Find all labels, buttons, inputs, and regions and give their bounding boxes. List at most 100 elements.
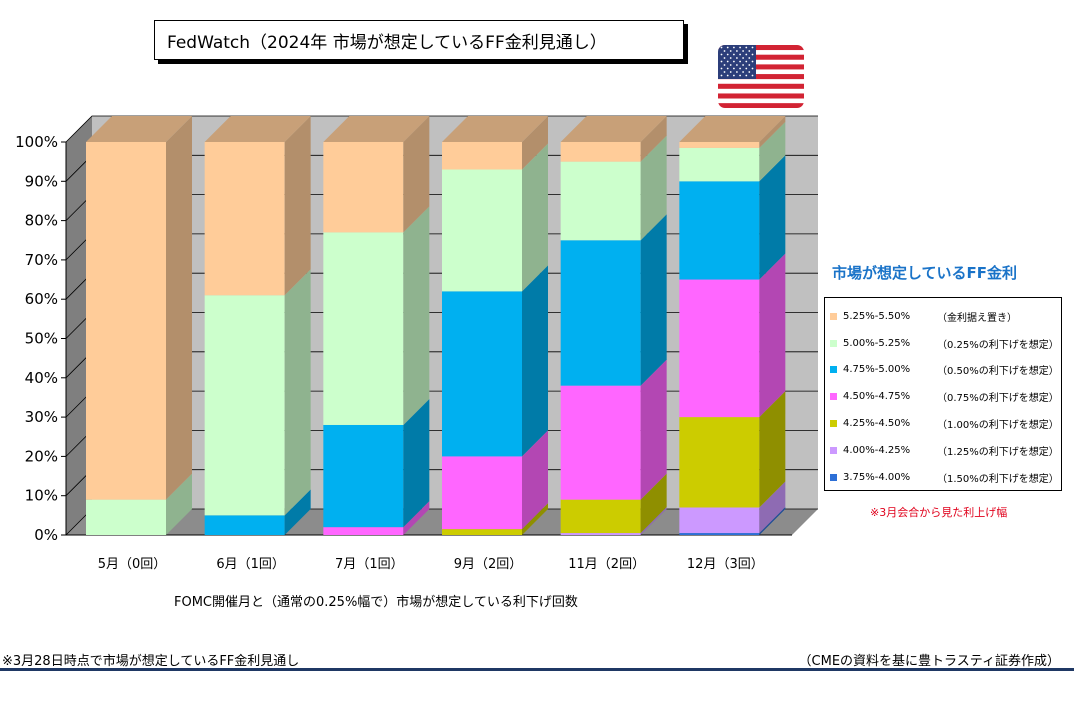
- legend-label: 4.25%-4.50%: [843, 418, 911, 430]
- y-tick-label: 20%: [25, 447, 58, 465]
- bar-segment: [679, 279, 760, 418]
- bar-segment: [560, 533, 641, 535]
- bar-segment-side: [522, 503, 548, 535]
- bar-segment-side: [522, 143, 548, 292]
- bar-segment: [679, 417, 760, 508]
- y-tick-label: 10%: [25, 487, 58, 505]
- bar-segment: [560, 161, 641, 241]
- bar-segment: [679, 147, 760, 182]
- y-tick-label: 40%: [25, 369, 58, 387]
- bar-stack: [442, 116, 548, 535]
- bar-segment: [560, 499, 641, 534]
- y-tick-label: 50%: [25, 330, 58, 348]
- bar-segment-side: [403, 398, 430, 528]
- bar-top-face: [86, 116, 192, 142]
- legend-item: 5.00%-5.25% （0.25%の利下げを想定）: [825, 330, 1061, 357]
- x-category-label: 7月（1回）: [335, 557, 404, 572]
- x-category-label: 12月（3回）: [687, 557, 764, 572]
- legend-item: 4.75%-5.00% （0.50%の利下げを想定）: [825, 357, 1061, 384]
- bar-segment: [442, 456, 522, 530]
- chart-title: FedWatch（2024年 市場が想定しているFF金利見通し）: [154, 20, 684, 60]
- legend-label: 4.50%-4.75%: [843, 391, 911, 403]
- legend-label: 5.00%-5.25%: [843, 337, 911, 349]
- bar-segment-side: [759, 391, 786, 508]
- bar-segment: [323, 232, 404, 425]
- legend-swatch: [830, 366, 837, 374]
- legend-swatch: [830, 312, 837, 320]
- bar-segment: [323, 424, 404, 528]
- bar-segment-side: [640, 359, 667, 500]
- bar-segment-side: [284, 269, 311, 516]
- legend-note: （0.25%の利下げを想定）: [937, 339, 1059, 351]
- legend-label: 4.00%-4.25%: [843, 444, 911, 456]
- bar-segment: [560, 385, 641, 500]
- gridline: [65, 115, 818, 143]
- bar-segment: [679, 142, 760, 148]
- bar-top-face: [679, 116, 786, 142]
- legend-swatch: [830, 446, 837, 454]
- legend-label: 4.75%-5.00%: [843, 364, 911, 376]
- legend-title: 市場が想定しているFF金利: [832, 264, 1018, 282]
- bar-top-face: [560, 116, 667, 142]
- x-axis-title: FOMC開催月と（通常の0.25%幅で）市場が想定している利下げ回数: [174, 595, 578, 610]
- bar-segment-side: [403, 206, 430, 425]
- legend-swatch: [830, 420, 837, 428]
- bar-segment: [679, 533, 760, 535]
- legend-note: （1.25%の利下げを想定）: [937, 446, 1059, 458]
- x-category-label: 11月（2回）: [568, 557, 645, 572]
- bar-segment: [204, 295, 285, 516]
- legend-note: （0.75%の利下げを想定）: [937, 393, 1059, 405]
- us-flag-icon: [718, 45, 804, 108]
- bar-segment-side: [640, 135, 667, 241]
- bar-stack: [323, 116, 430, 535]
- legend-note: （金利据え置き）: [937, 312, 1017, 324]
- rate-note: ※3月会合から見た利上げ幅: [870, 506, 1008, 519]
- bar-segment: [442, 529, 522, 535]
- bar-segment-side: [284, 489, 311, 535]
- legend-swatch: [830, 393, 837, 401]
- y-tick-label: 80%: [25, 212, 58, 230]
- legend-item: 4.25%-4.50% （1.00%の利下げを想定）: [825, 410, 1061, 437]
- bar-segment-side: [759, 116, 786, 148]
- y-tick-label: 30%: [25, 408, 58, 426]
- legend-item: 5.25%-5.50% （金利据え置き）: [825, 303, 1061, 330]
- bar-segment-side: [759, 155, 786, 280]
- bar-segment: [442, 291, 522, 457]
- bar-stack: [86, 116, 192, 535]
- legend-note: （1.00%の利下げを想定）: [937, 420, 1059, 432]
- legend-note: （0.50%の利下げを想定）: [937, 366, 1059, 378]
- x-category-label: 5月（0回）: [98, 557, 167, 572]
- legend: 5.25%-5.50% （金利据え置き） 5.00%-5.25% （0.25%の利下げ…: [824, 297, 1062, 491]
- bar-segment: [86, 499, 166, 535]
- bar-segment-side: [403, 116, 430, 233]
- legend-swatch: [830, 473, 837, 481]
- bar-segment-side: [759, 507, 786, 535]
- bar-segment-side: [640, 473, 667, 534]
- legend-item: 4.50%-4.75% （0.75%の利下げを想定）: [825, 383, 1061, 410]
- y-tick-label: 90%: [25, 172, 58, 190]
- bar-segment: [204, 515, 285, 535]
- bar-segment-side: [759, 481, 786, 534]
- bar-segment-side: [640, 116, 667, 162]
- bar-segment-side: [166, 473, 192, 535]
- bar-segment-side: [522, 430, 548, 530]
- bar-top-face: [204, 116, 311, 142]
- bar-segment-side: [166, 116, 192, 500]
- y-tick-label: 60%: [25, 290, 58, 308]
- bar-segment: [323, 527, 404, 535]
- bar-stack: [204, 116, 311, 535]
- legend-item: 4.00%-4.25% （1.25%の利下げを想定）: [825, 437, 1061, 464]
- bar-stack: [679, 116, 786, 535]
- bar-segment: [442, 142, 522, 170]
- footer-note: ※3月28日時点で市場が想定しているFF金利見通し: [2, 654, 300, 669]
- source-note: （CMEの資料を基に豊トラスティ証券作成）: [798, 654, 1060, 669]
- legend-swatch: [830, 339, 837, 347]
- bar-top-face: [442, 116, 548, 142]
- bar-segment-side: [759, 121, 786, 182]
- bar-stack: [560, 116, 667, 535]
- bar-segment-side: [759, 253, 786, 418]
- bar-segment-side: [284, 116, 311, 296]
- bar-segment-side: [640, 507, 667, 535]
- y-tick-label: 0%: [34, 526, 58, 544]
